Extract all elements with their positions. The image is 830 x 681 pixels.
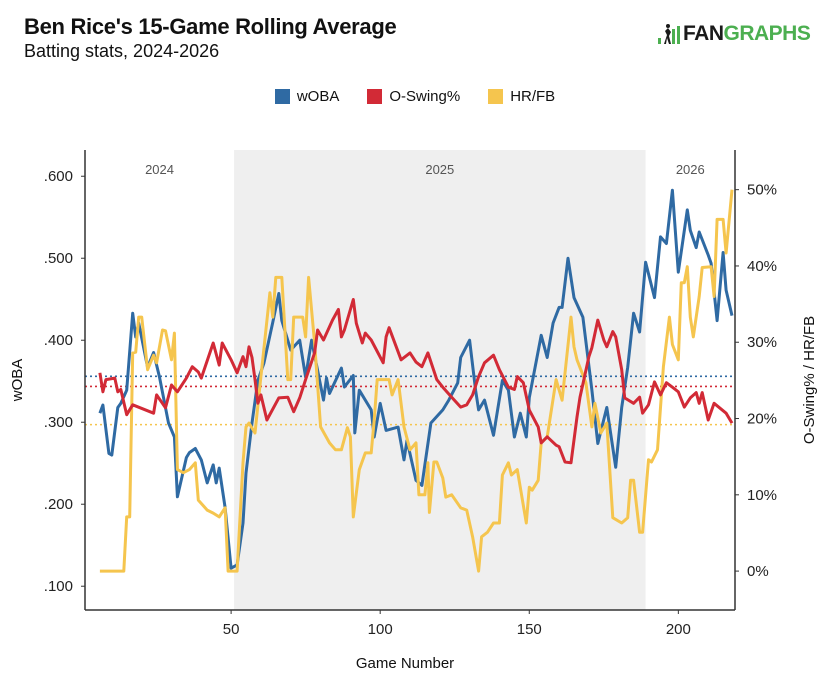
- legend-label: HR/FB: [510, 88, 556, 105]
- y-tick-label: .200: [44, 496, 73, 513]
- chart-title: Ben Rice's 15-Game Rolling Average: [24, 14, 397, 39]
- x-tick-label: 150: [517, 621, 542, 638]
- legend-swatch-hr-fb: [488, 89, 504, 104]
- legend-swatch-woba: [274, 89, 290, 104]
- batter-logo-icon: [658, 24, 680, 44]
- y2-tick-label: 10%: [747, 487, 777, 504]
- season-label: 2024: [145, 162, 174, 177]
- series-line-o-swing-: [98, 298, 734, 465]
- chart-subtitle: Batting stats, 2024-2026: [24, 41, 220, 61]
- y-tick-label: .500: [44, 250, 73, 267]
- y-tick-label: .300: [44, 414, 73, 431]
- legend-item-hr-fb: HR/FB: [488, 88, 555, 105]
- logo-graphs: GRAPHS: [723, 22, 811, 45]
- x-tick-label: 100: [368, 621, 393, 638]
- x-axis-label: Game Number: [356, 655, 454, 672]
- y-tick-label: .400: [44, 332, 73, 349]
- legend-label: O-Swing%: [389, 88, 461, 105]
- legend-label: wOBA: [296, 88, 340, 105]
- fangraphs-logo: FAN GRAPHS: [658, 22, 811, 46]
- legend-swatch-o-swing: [367, 89, 383, 104]
- y2-tick-label: 50%: [747, 182, 777, 199]
- y2-tick-label: 30%: [747, 334, 777, 351]
- y2-tick-label: 40%: [747, 258, 777, 275]
- series-line-woba: [98, 188, 734, 570]
- legend-item-woba: wOBA: [274, 88, 340, 105]
- season-shade-2025: [234, 150, 646, 610]
- x-tick-label: 200: [666, 621, 691, 638]
- y-tick-label: .100: [44, 578, 73, 595]
- y2-tick-label: 20%: [747, 411, 777, 428]
- season-label: 2025: [425, 162, 454, 177]
- x-tick-label: 50: [223, 621, 240, 638]
- y-tick-label: .600: [44, 168, 73, 185]
- series-line-hr-fb: [99, 189, 734, 573]
- y2-tick-label: 0%: [747, 563, 769, 580]
- legend: wOBA O-Swing% HR/FB: [0, 88, 830, 105]
- legend-item-o-swing: O-Swing%: [367, 88, 460, 105]
- season-label: 2026: [676, 162, 705, 177]
- logo-fan: FAN: [683, 22, 724, 45]
- y-axis-label: wOBA: [9, 359, 26, 403]
- y2-axis-label: O-Swing% / HR/FB: [801, 316, 818, 444]
